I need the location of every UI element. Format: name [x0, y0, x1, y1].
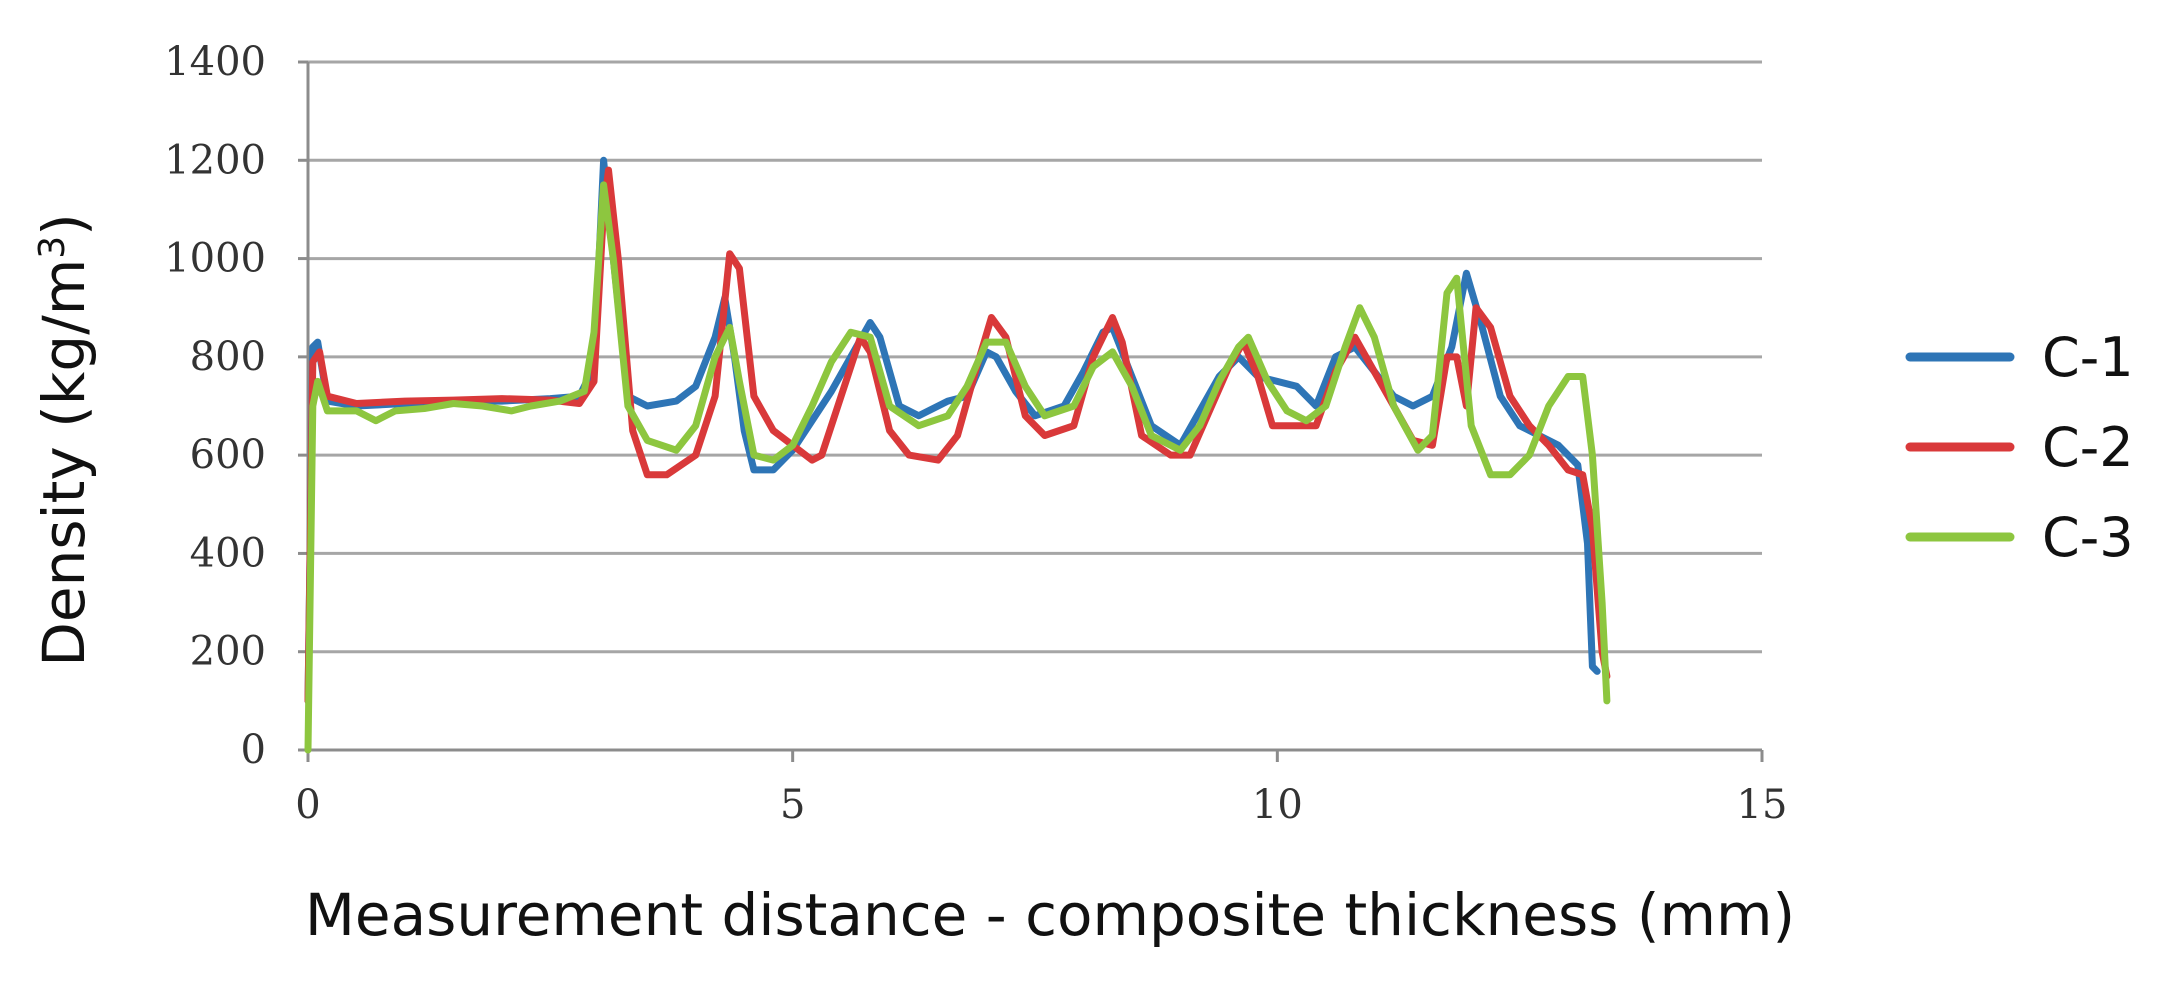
y-tick-label-600: 600 — [190, 432, 266, 478]
series-lines — [304, 156, 1611, 754]
y-tick-label-1000: 1000 — [164, 236, 266, 282]
x-tick-label-10: 10 — [1252, 782, 1303, 828]
y-axis-label-close: ) — [30, 213, 98, 236]
y-tick-label-200: 200 — [190, 629, 266, 675]
y-tick-label-400: 400 — [190, 530, 266, 576]
y-tick-label-0: 0 — [241, 727, 266, 773]
legend-label-c-1: C-1 — [2042, 326, 2134, 389]
tick-labels: 0 200 400 600 800 1000 1200 1400 0 5 10 15 — [164, 39, 1787, 828]
legend: C-1 C-2 C-3 — [1905, 326, 2134, 569]
y-tick-label-800: 800 — [190, 334, 266, 380]
legend-label-c-3: C-3 — [2042, 506, 2134, 569]
gridlines — [308, 60, 1762, 654]
x-tick-label-0: 0 — [295, 782, 320, 828]
y-tick-label-1400: 1400 — [164, 39, 266, 85]
x-axis-label: Measurement distance - composite thickne… — [305, 881, 1795, 949]
y-axis-label-main: Density (kg/m — [30, 259, 98, 667]
series-line-c-2 — [304, 166, 1611, 705]
y-tick-label-1200: 1200 — [164, 137, 266, 183]
x-tick-label-5: 5 — [780, 782, 805, 828]
y-axis-label: Density (kg/m3) — [30, 213, 98, 667]
x-tick-label-15: 15 — [1737, 782, 1788, 828]
legend-label-c-2: C-2 — [2042, 416, 2134, 479]
series-line-c-3 — [304, 181, 1611, 754]
y-axis-label-superscript: 3 — [32, 236, 73, 259]
